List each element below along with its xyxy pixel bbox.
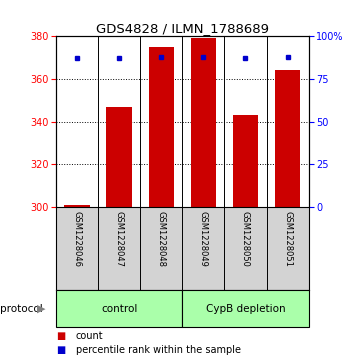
Bar xyxy=(56,290,182,327)
Bar xyxy=(149,47,174,207)
Bar xyxy=(182,290,309,327)
Text: ▶: ▶ xyxy=(37,303,46,314)
Bar xyxy=(275,70,300,207)
Text: percentile rank within the sample: percentile rank within the sample xyxy=(76,344,241,355)
Text: GSM1228051: GSM1228051 xyxy=(283,211,292,267)
Text: GSM1228048: GSM1228048 xyxy=(157,211,166,267)
Text: GSM1228050: GSM1228050 xyxy=(241,211,250,267)
Text: protocol: protocol xyxy=(0,303,43,314)
Title: GDS4828 / ILMN_1788689: GDS4828 / ILMN_1788689 xyxy=(96,22,269,35)
Text: CypB depletion: CypB depletion xyxy=(206,303,285,314)
Text: GSM1228047: GSM1228047 xyxy=(115,211,123,267)
Text: control: control xyxy=(101,303,137,314)
Text: GSM1228046: GSM1228046 xyxy=(73,211,82,267)
Text: ■: ■ xyxy=(56,331,65,341)
Text: GSM1228049: GSM1228049 xyxy=(199,211,208,267)
Bar xyxy=(191,38,216,207)
Bar xyxy=(233,115,258,207)
Text: count: count xyxy=(76,331,104,341)
Bar xyxy=(64,205,90,207)
Bar xyxy=(106,107,132,207)
Text: ■: ■ xyxy=(56,344,65,355)
